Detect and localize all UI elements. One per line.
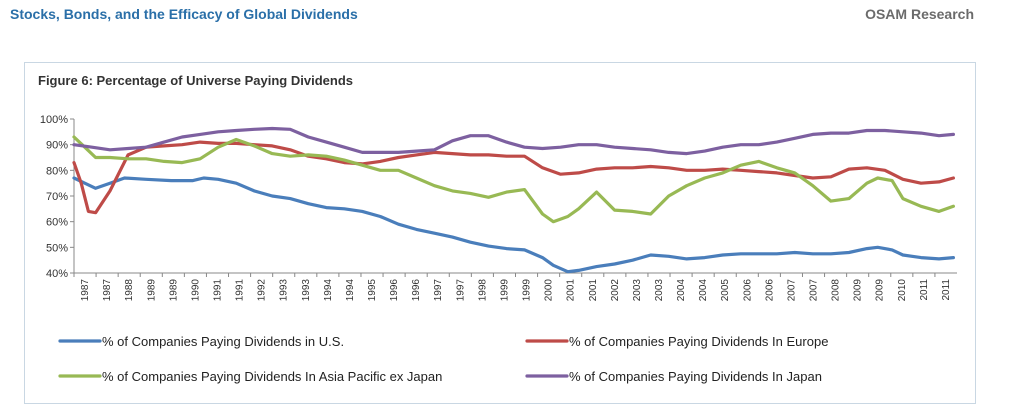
document-title: Stocks, Bonds, and the Efficacy of Globa…: [10, 6, 358, 22]
x-tick-label: 1988: [124, 279, 135, 302]
x-tick-label: 2010: [897, 279, 908, 302]
x-tick-label: 1992: [257, 279, 268, 302]
y-tick-label: 60%: [46, 217, 68, 229]
x-tick-label: 1996: [411, 279, 422, 302]
x-tick-label: 1989: [146, 279, 157, 302]
x-tick-label: 1987: [80, 279, 91, 302]
x-tick-label: 2008: [831, 279, 842, 302]
x-tick-label: 2001: [588, 279, 599, 302]
x-tick-label: 2009: [875, 279, 886, 302]
chart-card: [24, 62, 976, 404]
x-tick-label: 2004: [676, 279, 687, 302]
chart-title: Figure 6: Percentage of Universe Paying …: [38, 73, 353, 88]
x-tick-label: 2003: [654, 279, 665, 302]
x-tick-label: 1990: [190, 279, 201, 302]
x-tick-label: 1998: [477, 279, 488, 302]
y-tick-label: 90%: [46, 140, 68, 152]
x-tick-label: 1995: [367, 279, 378, 302]
series-line-4: [72, 126, 955, 156]
brand-name: OSAM Research: [865, 6, 974, 22]
x-tick-label: 1996: [389, 279, 400, 302]
legend-label-3: % of Companies Paying Dividends In Asia …: [102, 369, 442, 384]
x-tick-label: 2007: [786, 279, 797, 302]
series-line-3: [72, 135, 955, 224]
x-tick-label: 2006: [742, 279, 753, 302]
legend-label-2: % of Companies Paying Dividends In Europ…: [569, 334, 828, 349]
x-tick-label: 2007: [809, 279, 820, 302]
x-tick-label: 2005: [720, 279, 731, 302]
x-tick-label: 2003: [632, 279, 643, 302]
series-line-1: [72, 176, 955, 274]
legend-label-4: % of Companies Paying Dividends In Japan: [569, 369, 822, 384]
x-tick-label: 2001: [566, 279, 577, 302]
x-tick-label: 2011: [919, 279, 930, 301]
x-tick-label: 1989: [168, 279, 179, 302]
x-tick-label: 1991: [235, 279, 246, 302]
x-tick-label: 1994: [323, 279, 334, 302]
x-tick-label: 2004: [698, 279, 709, 302]
series-line-2: [72, 140, 955, 215]
y-tick-label: 70%: [46, 191, 68, 203]
x-tick-label: 1999: [522, 279, 533, 302]
x-tick-label: 2011: [941, 279, 952, 301]
x-tick-label: 1993: [279, 279, 290, 302]
x-tick-label: 1994: [345, 279, 356, 302]
x-tick-label: 1987: [102, 279, 113, 302]
page-header: Stocks, Bonds, and the Efficacy of Globa…: [0, 0, 1024, 40]
y-tick-label: 100%: [40, 114, 68, 126]
y-tick-label: 50%: [46, 242, 68, 254]
x-tick-label: 1993: [301, 279, 312, 302]
x-tick-label: 2002: [610, 279, 621, 302]
x-tick-label: 2009: [853, 279, 864, 302]
x-tick-label: 1997: [455, 279, 466, 302]
x-tick-label: 1991: [212, 279, 223, 302]
y-tick-label: 80%: [46, 165, 68, 177]
x-tick-label: 2006: [764, 279, 775, 302]
x-tick-label: 1997: [433, 279, 444, 302]
x-tick-label: 1999: [499, 279, 510, 302]
legend-label-1: % of Companies Paying Dividends in U.S.: [102, 334, 344, 349]
y-tick-label: 40%: [46, 268, 68, 280]
x-tick-label: 2000: [544, 279, 555, 302]
